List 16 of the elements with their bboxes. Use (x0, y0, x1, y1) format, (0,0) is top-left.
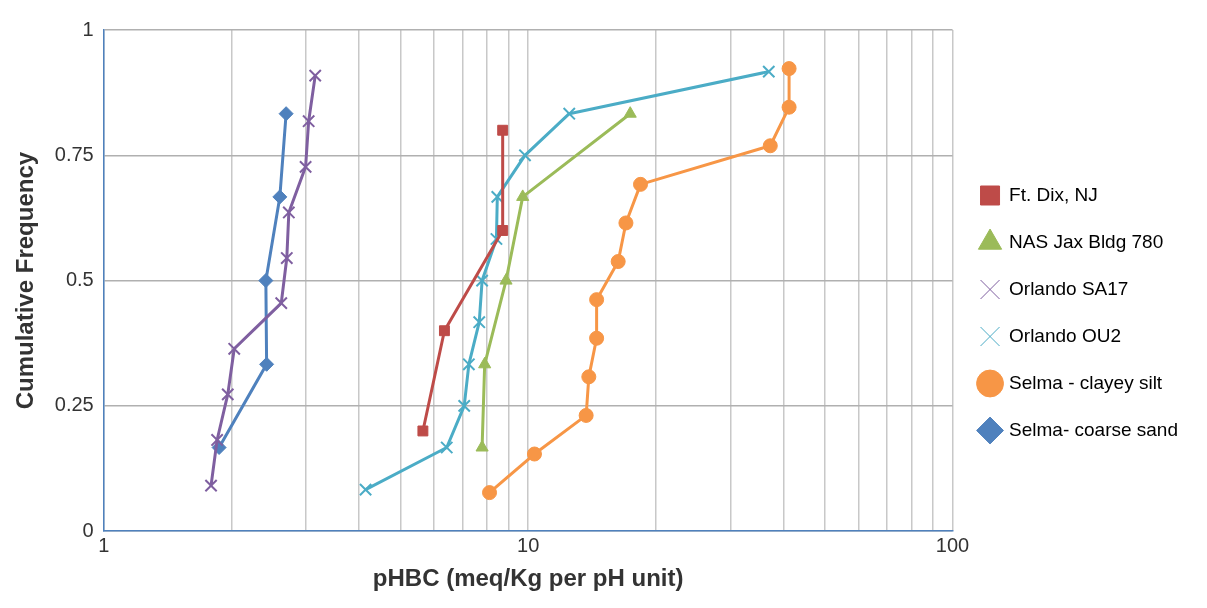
y-tick-label: 0.75 (54, 142, 94, 165)
y-tick-label: 0.5 (65, 268, 94, 291)
x-tick-label: 100 (935, 533, 970, 556)
x-axis-title: pHBC (meq/Kg per pH unit) (372, 564, 684, 592)
legend-label: Selma- coarse sand (1009, 418, 1178, 440)
y-tick-label: 0.25 (54, 393, 94, 416)
y-tick-label: 0 (82, 518, 94, 541)
y-axis-title: Cumulative Frequency (11, 151, 39, 410)
y-tick-label: 1 (82, 17, 94, 40)
x-tick-label: 1 (98, 533, 110, 556)
legend-label: Orlando OU2 (1009, 324, 1121, 346)
legend-label: Selma - clayey silt (1009, 371, 1163, 393)
legend-label: Ft. Dix, NJ (1009, 183, 1098, 205)
legend-label: Orlando SA17 (1009, 277, 1129, 299)
x-tick-label: 10 (517, 533, 540, 556)
legend-label: NAS Jax Bldg 780 (1009, 230, 1164, 252)
